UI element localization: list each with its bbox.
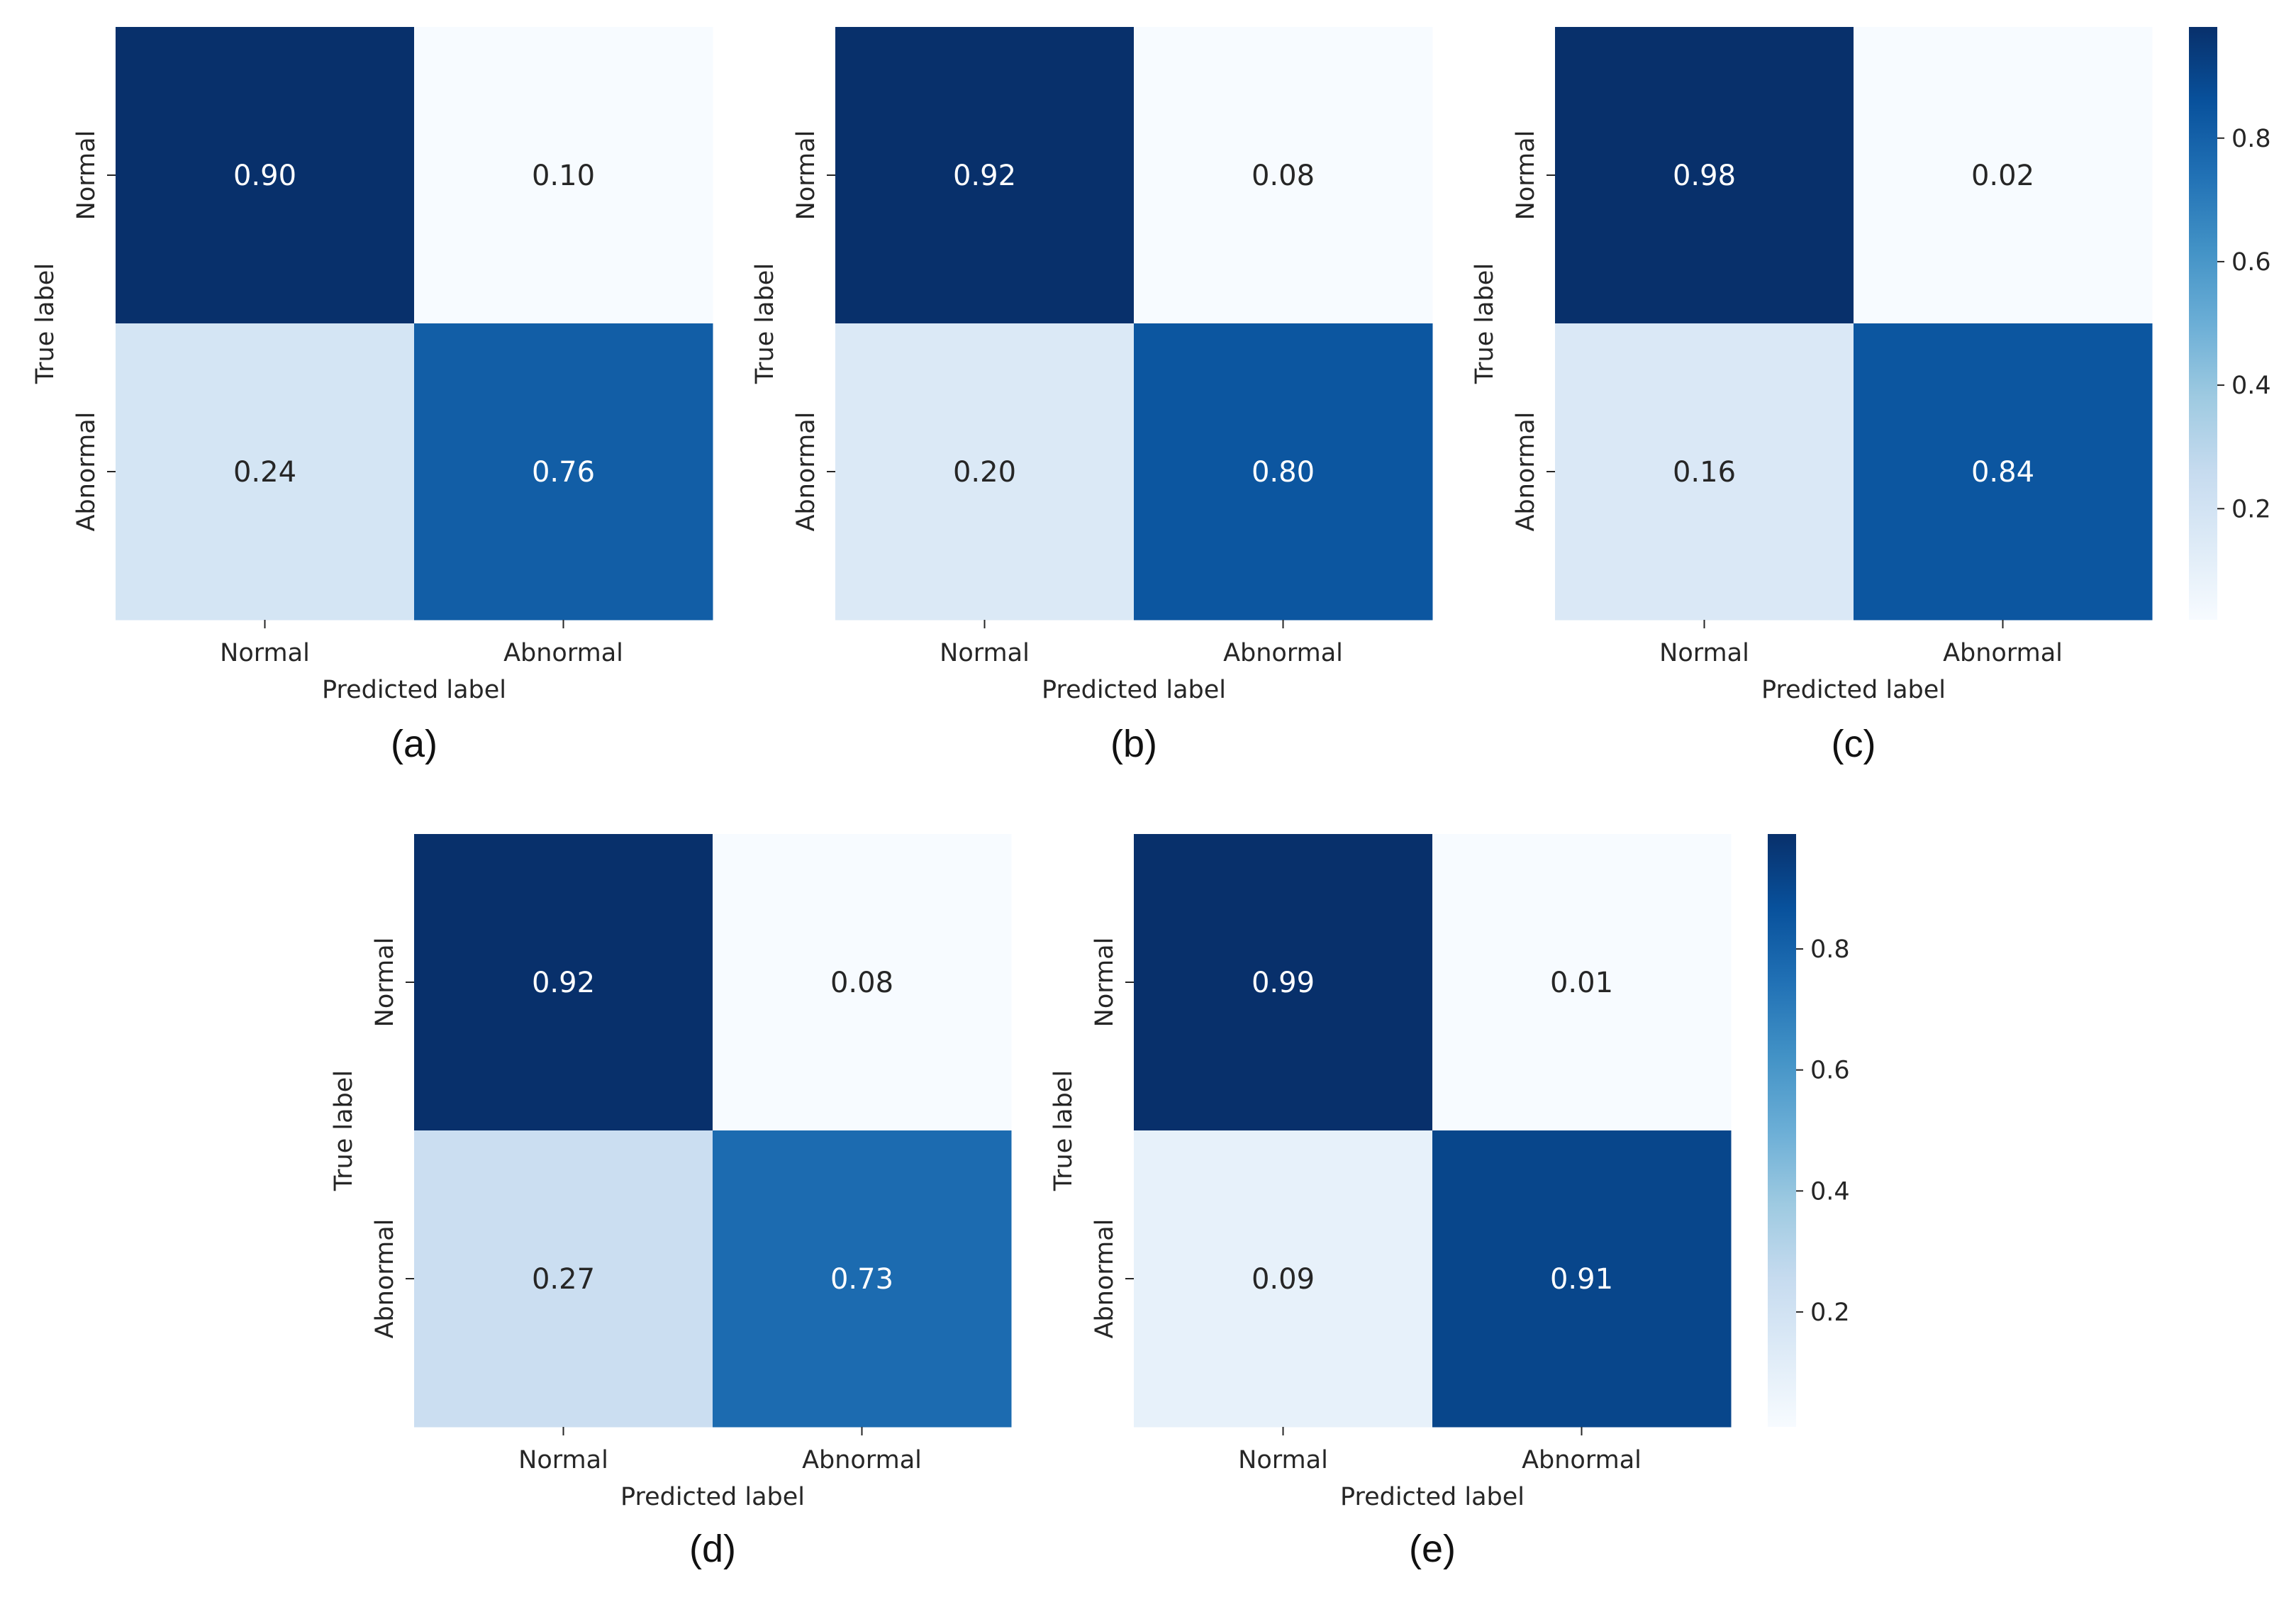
panel-caption: (d) [689,1528,736,1570]
x-tick-label: Normal [1238,1446,1328,1474]
heatmap-cell [1134,1130,1433,1428]
heatmap-cell [1432,1130,1732,1428]
cell-value-label: 0.09 [1252,1263,1315,1296]
heatmap-cell [414,834,713,1131]
colorbar-tick-label: 0.6 [2231,248,2271,277]
y-tick-label: Normal [72,130,101,221]
panel-caption: (e) [1409,1528,1456,1570]
colorbar-tick-label: 0.8 [2231,125,2271,153]
y-axis-title: True label [330,1070,358,1191]
colorbar-tick-label: 0.2 [2231,495,2271,523]
heatmap-cell [1555,323,1854,621]
y-tick-label: Normal [1512,130,1540,221]
x-tick-label: Normal [518,1446,608,1474]
heatmap-panel-5: 0.99 0.01 0.09 0.91 Normal Abnormal Normal Abno… [1049,834,1850,1570]
colorbar-tick-label: 0.4 [2231,372,2271,400]
cell-value-label: 0.24 [233,456,296,489]
colorbar-tick-label: 0.4 [1810,1177,1850,1206]
cell-value-label: 0.98 [1673,160,1736,192]
colorbar [1768,834,1796,1427]
y-tick-label: Normal [371,938,399,1028]
x-tick-label: Abnormal [503,639,623,667]
x-tick-label: Normal [940,639,1030,667]
cell-value-label: 0.08 [830,967,893,999]
heatmap-cell [835,323,1135,621]
heatmap-panel-4: 0.92 0.08 0.27 0.73 Normal Abnormal Normal Abno… [330,834,1012,1570]
heatmap-panel-3: 0.98 0.02 0.16 0.84 Normal Abnormal Normal Abno… [1471,27,2271,765]
heatmap-cell [116,323,415,621]
colorbar-tick-label: 0.2 [1810,1299,1850,1327]
x-tick-label: Normal [1659,639,1749,667]
colorbar [2189,27,2217,620]
colorbar-tick-label: 0.6 [1810,1057,1850,1085]
heatmap-panel-1: 0.90 0.10 0.24 0.76 Normal Abnormal Normal Abno… [31,27,713,765]
panel-caption: (a) [391,723,438,765]
y-axis-title: True label [1471,263,1499,384]
y-tick-label: Abnormal [72,412,101,532]
heatmap-cell [713,1130,1012,1428]
panel-caption: (c) [1832,723,1876,765]
panel-caption: (b) [1110,723,1157,765]
heatmap-cell [1854,323,2153,621]
heatmap-cell [1555,27,1854,324]
x-axis-title: Predicted label [1042,676,1226,704]
x-axis-title: Predicted label [1761,676,1946,704]
cell-value-label: 0.99 [1252,967,1315,999]
heatmap-cell [835,27,1135,324]
cell-value-label: 0.01 [1550,967,1613,999]
heatmap-cell [1854,27,2153,324]
cell-value-label: 0.73 [830,1263,893,1296]
x-tick-label: Abnormal [1223,639,1343,667]
x-tick-label: Abnormal [1522,1446,1642,1474]
heatmap-cell [1432,834,1732,1131]
x-tick-label: Abnormal [802,1446,922,1474]
heatmap-panel-2: 0.92 0.08 0.20 0.80 Normal Abnormal Normal Abno… [751,27,1433,765]
y-tick-label: Normal [792,130,820,221]
y-axis-title: True label [751,263,779,384]
x-tick-label: Normal [220,639,310,667]
x-axis-title: Predicted label [1340,1483,1525,1511]
y-tick-label: Normal [1091,938,1119,1028]
cell-value-label: 0.02 [1971,160,2034,192]
cell-value-label: 0.90 [233,160,296,192]
cell-value-label: 0.80 [1252,456,1315,489]
heatmap-cell [414,27,713,324]
x-tick-label: Abnormal [1943,639,2063,667]
cell-value-label: 0.27 [532,1263,595,1296]
y-tick-label: Abnormal [792,412,820,532]
x-axis-title: Predicted label [620,1483,805,1511]
heatmap-cell [1134,834,1433,1131]
cell-value-label: 0.16 [1673,456,1736,489]
heatmap-cell [414,323,713,621]
x-axis-title: Predicted label [322,676,506,704]
y-tick-label: Abnormal [371,1219,399,1339]
colorbar-tick-label: 0.8 [1810,935,1850,964]
heatmap-cell [414,1130,713,1428]
y-axis-title: True label [31,263,60,384]
cell-value-label: 0.10 [532,160,595,192]
heatmap-cell [713,834,1012,1131]
heatmap-cell [1134,323,1433,621]
heatmap-cell [116,27,415,324]
y-axis-title: True label [1049,1070,1078,1191]
heatmap-cell [1134,27,1433,324]
cell-value-label: 0.92 [532,967,595,999]
y-tick-label: Abnormal [1512,412,1540,532]
cell-value-label: 0.84 [1971,456,2034,489]
y-tick-label: Abnormal [1091,1219,1119,1339]
cell-value-label: 0.76 [532,456,595,489]
cell-value-label: 0.20 [953,456,1016,489]
cell-value-label: 0.08 [1252,160,1315,192]
cell-value-label: 0.92 [953,160,1016,192]
cell-value-label: 0.91 [1550,1263,1613,1296]
